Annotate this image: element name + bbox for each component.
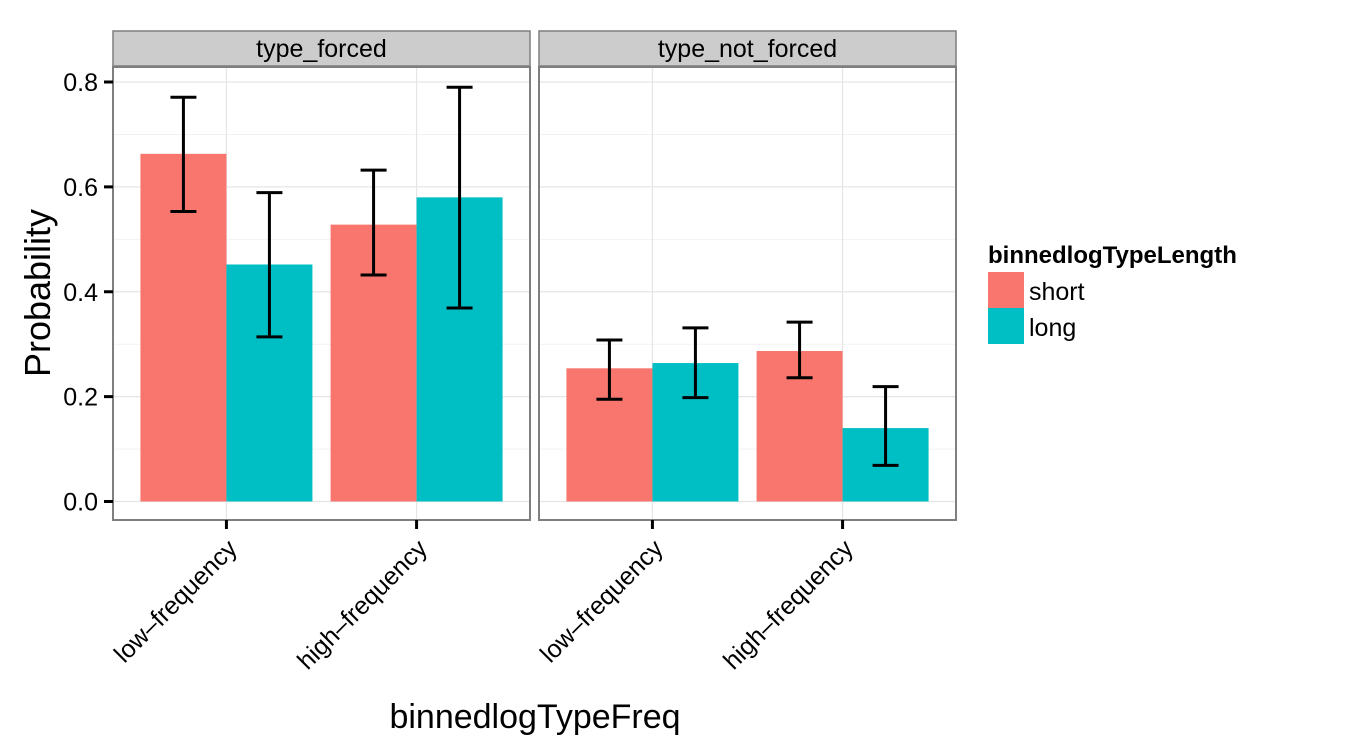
x-tick-label: low–frequency [109, 534, 243, 668]
error-bar-long [446, 85, 473, 310]
panel-border [538, 66, 957, 521]
error-bar-long [682, 326, 709, 400]
legend-swatch-short [988, 272, 1024, 308]
facet-strip-label: type_forced [256, 35, 387, 63]
facet-panel-1: type_forced low–frequency high–frequency [109, 30, 531, 675]
panel-border [112, 66, 531, 521]
y-axis: 0.0 0.2 0.4 0.6 0.8 [63, 69, 113, 517]
y-tick-label: 0.2 [63, 384, 98, 412]
y-tick-label: 0.4 [63, 279, 98, 307]
error-bar-short [360, 168, 387, 277]
error-bar-short [170, 95, 197, 214]
y-tick-label: 0.8 [63, 69, 98, 97]
x-tick-label: low–frequency [535, 534, 669, 668]
y-axis-label: Probability [17, 209, 58, 377]
error-bar-short [596, 338, 623, 401]
y-tick-label: 0.6 [63, 174, 98, 202]
x-tick-label: high–frequency [292, 534, 433, 675]
legend-swatch-long [988, 308, 1024, 344]
x-tick-label: high–frequency [718, 534, 859, 675]
y-tick-label: 0.0 [63, 489, 98, 517]
legend-title: binnedlogTypeLength [988, 242, 1237, 269]
facet-strip [538, 30, 957, 67]
facet-strip [112, 30, 531, 67]
legend-label-long: long [1029, 314, 1076, 342]
x-axis-label: binnedlogTypeFreq [389, 698, 680, 736]
facet-strip-label: type_not_forced [658, 35, 837, 63]
error-bar-long [872, 385, 899, 467]
error-bar-long [256, 191, 283, 339]
legend-label-short: short [1029, 278, 1085, 306]
legend: binnedlogTypeLength short long [988, 242, 1237, 344]
error-bar-short [786, 320, 813, 380]
facet-panel-2: type_not_forced low–frequency high–frequen… [535, 30, 957, 675]
